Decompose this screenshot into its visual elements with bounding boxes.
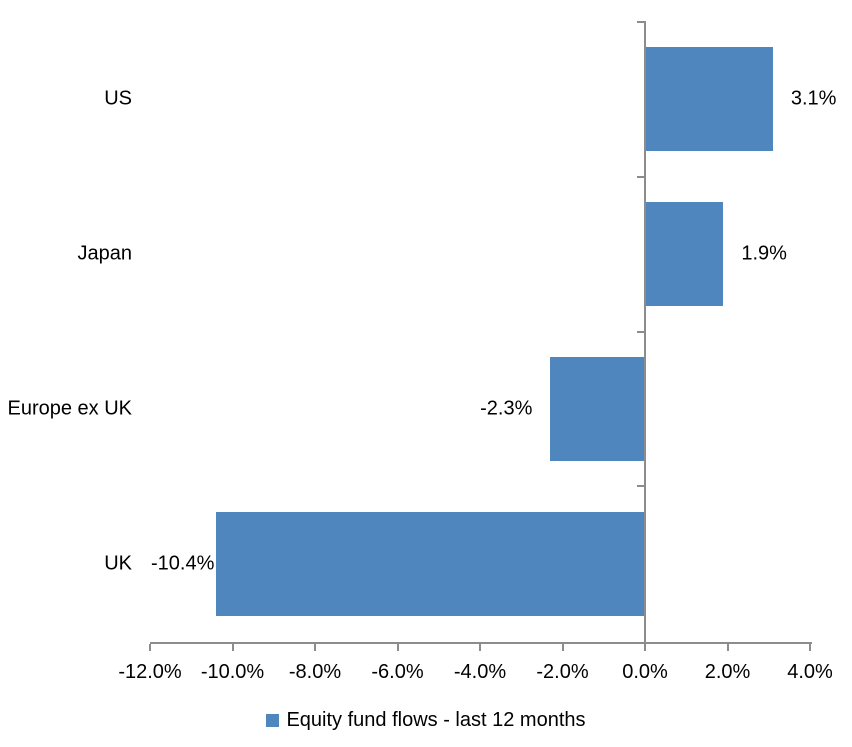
x-axis-tick	[231, 644, 234, 651]
x-axis-tick	[314, 644, 316, 651]
legend-swatch	[266, 713, 280, 727]
x-tick-label: 0.0%	[622, 661, 668, 683]
data-label-europe-ex-uk: -2.3%	[480, 397, 533, 420]
x-axis-tick	[561, 644, 564, 651]
legend: Equity fund flows - last 12 months	[0, 707, 852, 733]
x-tick-label: 2.0%	[704, 661, 751, 683]
category-label-europe-ex-uk: Europe ex UK	[7, 397, 132, 420]
category-label-us: US	[104, 87, 132, 110]
y-axis-tick	[637, 21, 644, 23]
x-axis-tick	[149, 644, 151, 651]
y-axis-tick	[637, 330, 644, 333]
x-tick-label: -8.0%	[288, 661, 342, 683]
x-tick-label: -4.0%	[453, 661, 507, 683]
x-tick-label: -10.0%	[200, 661, 265, 683]
y-axis-line	[644, 21, 646, 644]
x-axis-tick	[644, 644, 646, 651]
x-tick-label: 4.0%	[787, 661, 833, 683]
category-label-japan: Japan	[77, 242, 133, 265]
bar-japan	[646, 202, 724, 307]
bar-uk	[216, 511, 644, 616]
bar-europe-ex-uk	[550, 356, 644, 461]
x-axis-tick	[726, 644, 729, 651]
x-axis-tick	[479, 644, 481, 651]
y-axis-tick	[637, 175, 644, 178]
x-axis-tick	[809, 644, 811, 651]
x-axis-tick	[396, 644, 399, 651]
y-axis-tick	[637, 485, 644, 488]
legend-label: Equity fund flows - last 12 months	[286, 708, 586, 731]
x-tick-label: -12.0%	[118, 661, 182, 683]
data-label-japan: 1.9%	[741, 242, 787, 265]
x-tick-label: -6.0%	[371, 661, 424, 683]
category-label-uk: UK	[104, 552, 132, 575]
data-label-uk: -10.4%	[151, 552, 215, 575]
x-axis-line	[150, 642, 812, 644]
data-label-us: 3.1%	[790, 87, 837, 110]
bar-us	[646, 47, 773, 152]
x-tick-label: -2.0%	[536, 661, 589, 683]
